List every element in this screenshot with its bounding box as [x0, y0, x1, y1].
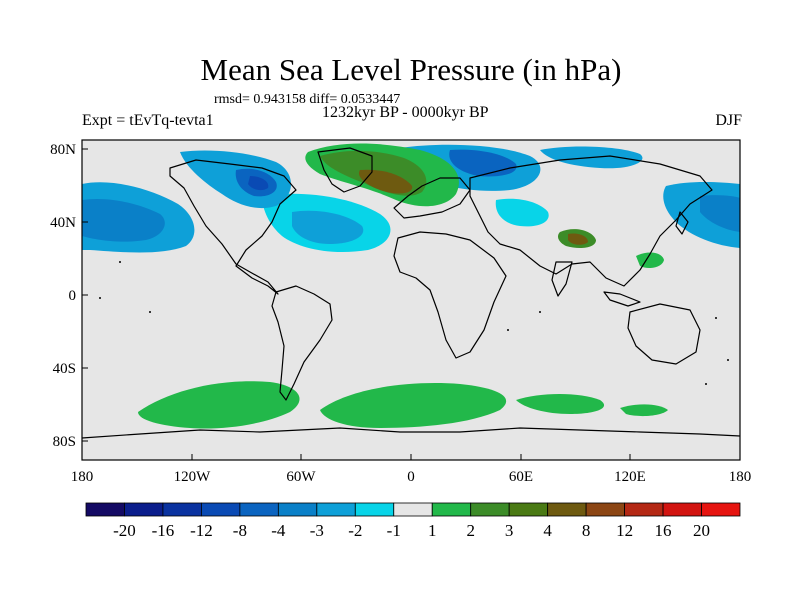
colorbar-swatch: [85, 502, 125, 517]
colorbar-swatch: [701, 502, 741, 517]
y-tick-label-80s: 80S: [53, 434, 76, 450]
colorbar-label: -3: [310, 521, 324, 540]
south-america-coast: [271, 285, 333, 401]
antarctica-coast: [82, 427, 740, 439]
experiment-label: Expt = tEvTq-tevta1: [82, 112, 214, 129]
colorbar-swatch: [277, 502, 318, 517]
colorbar-label: -4: [271, 521, 286, 540]
islands: [99, 261, 729, 385]
colorbar: -20 -16 -12 -8 -4 -3 -2 -1 1 2 3 4 8 12 16 20: [85, 502, 741, 540]
colorbar-label: -20: [113, 521, 136, 540]
barents-low-core: [449, 149, 517, 177]
map-title: Mean Sea Level Pressure (in hPa): [200, 52, 622, 87]
india-coast: [551, 261, 573, 297]
colorbar-swatch: [354, 502, 395, 517]
japan-coast: [675, 211, 689, 235]
colorbar-swatch: [470, 502, 510, 517]
siberia-low-anomaly: [495, 198, 549, 227]
colorbar-label: -12: [190, 521, 213, 540]
colorbar-swatch: [124, 502, 164, 517]
y-axis: 80N 40N 0 40S 80S: [50, 142, 88, 450]
colorbar-swatch: [662, 502, 702, 517]
x-tick-label-180e: 180: [729, 469, 752, 485]
colorbar-swatch: [239, 502, 279, 517]
island-dot: [539, 311, 541, 313]
x-tick-label-180w: 180: [71, 469, 94, 485]
y-tick-label-40n: 40N: [50, 215, 76, 231]
hudson-low-core: [248, 176, 269, 191]
island-dot: [715, 317, 717, 319]
colorbar-label: -8: [233, 521, 247, 540]
colorbar-swatch: [201, 502, 241, 517]
coastlines: [82, 147, 740, 439]
arctic-high-core: [358, 169, 413, 194]
colorbar-label: 20: [693, 521, 710, 540]
greenland-coast: [317, 147, 373, 193]
colorbar-label: 3: [505, 521, 514, 540]
colorbar-label: -2: [348, 521, 362, 540]
north-atlantic-low-core: [292, 210, 364, 244]
colorbar-swatch: [162, 502, 202, 517]
southern-ocean-high-atlantic: [320, 383, 507, 428]
colorbar-swatch: [508, 502, 549, 517]
north-pacific-low-core: [82, 198, 165, 242]
colorbar-label: 12: [616, 521, 633, 540]
x-tick-label-0: 0: [407, 469, 415, 485]
colorbar-label: 2: [466, 521, 475, 540]
island-dot: [507, 329, 509, 331]
colorbar-swatch: [431, 502, 472, 517]
colorbar-label: 16: [655, 521, 672, 540]
colorbar-label: -16: [152, 521, 175, 540]
island-dot: [727, 359, 729, 361]
north-america-coast: [169, 159, 297, 295]
island-dot: [705, 383, 707, 385]
map-area: [82, 140, 740, 460]
colorbar-label: 4: [543, 521, 552, 540]
island-dot: [119, 261, 121, 263]
y-tick-label-80n: 80N: [50, 142, 76, 158]
africa-coast: [393, 231, 507, 359]
colorbar-label: -1: [387, 521, 401, 540]
y-tick-label-40s: 40S: [53, 361, 76, 377]
colorbar-label: 1: [428, 521, 437, 540]
island-dot: [99, 297, 101, 299]
x-tick-label-60w: 60W: [286, 469, 316, 485]
positive-anomaly-fields: [138, 143, 668, 429]
colorbar-swatch: [585, 502, 625, 517]
rmsd-diff-stats: rmsd= 0.943158 diff= 0.0533447: [214, 92, 401, 107]
season-label: DJF: [715, 112, 742, 129]
colorbar-swatch: [393, 502, 433, 517]
colorbar-swatch: [316, 502, 356, 517]
caspian-high-core: [568, 233, 588, 245]
southern-ocean-high-indian: [516, 394, 605, 414]
colorbar-label: 8: [582, 521, 591, 540]
x-tick-label-120w: 120W: [174, 469, 212, 485]
southern-ocean-high-east: [620, 404, 668, 417]
colorbar-swatch: [624, 502, 664, 517]
indonesia-coast: [603, 291, 641, 307]
x-tick-label-60e: 60E: [509, 469, 533, 485]
x-tick-label-120e: 120E: [614, 469, 646, 485]
period-label: 1232kyr BP - 0000kyr BP: [322, 104, 489, 121]
southern-ocean-high-pacific: [138, 381, 300, 429]
west-pacific-low-core: [700, 195, 740, 232]
asia-coast: [469, 155, 713, 287]
australia-coast: [627, 303, 701, 365]
x-axis: 180 120W 60W 0 60E 120E 180: [71, 454, 752, 485]
colorbar-swatch: [547, 502, 587, 517]
island-dot: [149, 311, 151, 313]
y-tick-label-0: 0: [69, 288, 77, 304]
